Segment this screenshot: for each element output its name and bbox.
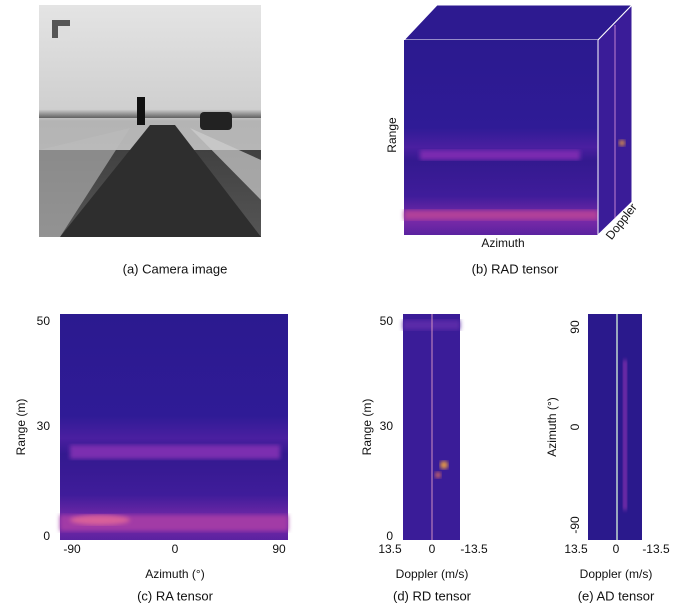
y-tick-label: 0 xyxy=(568,423,582,430)
y-tick-label: 50 xyxy=(37,314,51,328)
y-tick-label: 0 xyxy=(43,529,50,543)
y-tick-label: -90 xyxy=(568,516,582,534)
caption: (e) AD tensor xyxy=(578,588,655,603)
y-axis-label: Range (m) xyxy=(14,399,28,456)
y-tick-label: 90 xyxy=(568,320,582,334)
axis-label: Azimuth xyxy=(481,236,524,250)
x-tick-label: -90 xyxy=(63,542,81,556)
x-tick-label: 0 xyxy=(429,542,436,556)
x-tick-label: 0 xyxy=(172,542,179,556)
ad-heatmap xyxy=(588,314,642,540)
x-axis-label: Doppler (m/s) xyxy=(580,567,653,581)
rad-cube xyxy=(402,3,634,237)
x-tick-label: -13.5 xyxy=(460,542,488,556)
caption: (d) RD tensor xyxy=(393,588,472,603)
caption: (b) RAD tensor xyxy=(472,261,559,276)
x-axis-label: Doppler (m/s) xyxy=(396,567,469,581)
y-axis-label: Range (m) xyxy=(360,399,374,456)
caption: (a) Camera image xyxy=(123,261,228,276)
x-tick-label: 0 xyxy=(613,542,620,556)
y-tick-label: 50 xyxy=(380,314,394,328)
ra-heatmap xyxy=(60,314,288,540)
rd-heatmap xyxy=(403,314,460,540)
x-tick-label: -13.5 xyxy=(642,542,670,556)
x-tick-label: 13.5 xyxy=(378,542,402,556)
axis-label: Range xyxy=(385,117,399,153)
y-tick-label: 0 xyxy=(386,529,393,543)
camera-image xyxy=(39,5,261,237)
x-tick-label: 90 xyxy=(272,542,286,556)
x-axis-label: Azimuth (°) xyxy=(145,567,204,581)
x-tick-label: 13.5 xyxy=(564,542,588,556)
y-tick-label: 30 xyxy=(380,419,394,433)
y-axis-label: Azimuth (°) xyxy=(545,397,559,456)
caption: (c) RA tensor xyxy=(137,588,214,603)
y-tick-label: 30 xyxy=(37,419,51,433)
